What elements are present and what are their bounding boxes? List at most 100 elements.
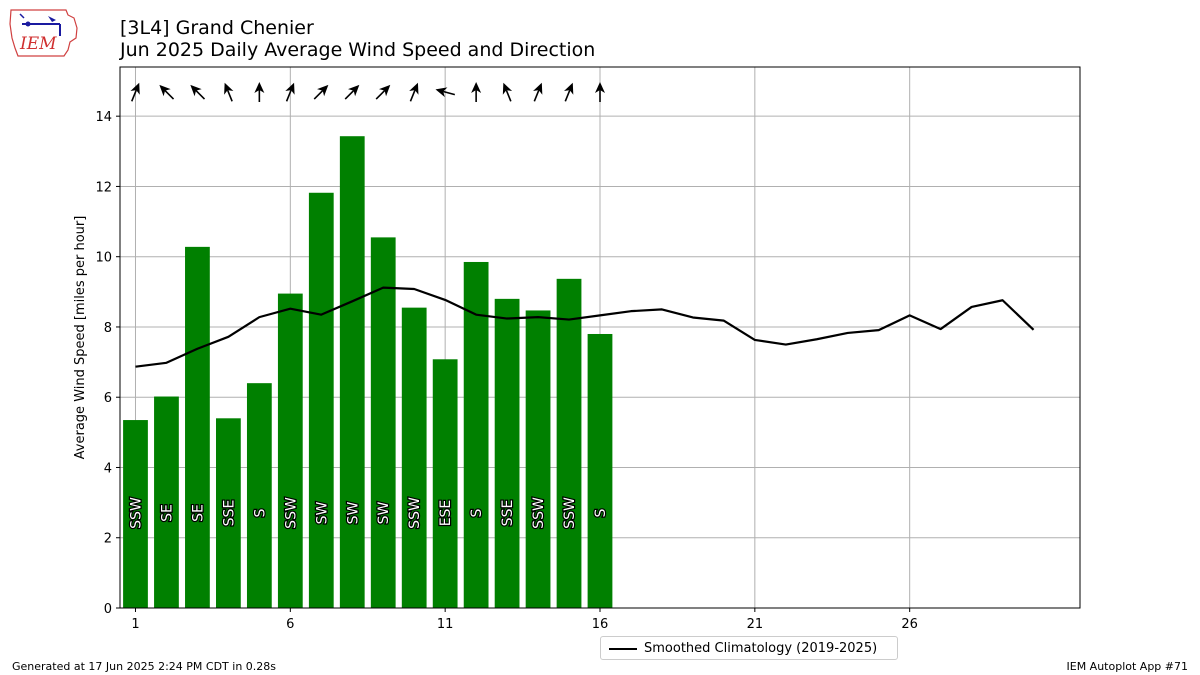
direction-label: S: [469, 508, 485, 517]
wind-bar: [556, 278, 582, 608]
x-tick-label: 21: [747, 617, 764, 632]
direction-label: S: [252, 508, 268, 517]
direction-label: SSW: [407, 497, 423, 529]
wind-bar: [587, 333, 613, 608]
wind-arrow-head: [190, 84, 202, 97]
wind-arrow-shaft: [164, 90, 175, 100]
wind-arrow: [533, 82, 543, 102]
wind-arrow: [190, 84, 206, 100]
wind-bar: [123, 420, 148, 608]
wind-arrow-shaft: [505, 89, 512, 102]
wind-arrow-head: [130, 82, 140, 95]
wind-arrow: [159, 84, 175, 100]
wind-bar: [370, 237, 396, 608]
climatology-line: [135, 286, 1035, 368]
direction-label: SSW: [128, 497, 144, 529]
y-tick-label: 6: [104, 391, 112, 406]
wind-arrow: [595, 82, 605, 102]
direction-label: SSE: [500, 500, 516, 527]
wind-arrow-head: [285, 82, 295, 95]
wind-arrow-head: [224, 82, 234, 95]
wind-arrow: [130, 82, 140, 102]
legend-line-swatch: [609, 648, 637, 650]
y-axis-label: Average Wind Speed [miles per hour]: [73, 216, 88, 460]
y-tick-label: 4: [104, 461, 112, 476]
x-tick-label: 26: [901, 617, 918, 632]
wind-bar: [216, 418, 241, 608]
wind-arrow-head: [317, 84, 329, 97]
direction-label: SE: [190, 504, 206, 522]
bars-layer: [123, 136, 613, 608]
direction-label: SW: [314, 501, 330, 524]
wind-arrow: [564, 82, 574, 102]
direction-label: SE: [159, 504, 175, 522]
wind-arrow: [313, 84, 329, 100]
wind-arrow-shaft: [564, 89, 571, 102]
wind-arrow-head: [409, 82, 419, 95]
direction-label: SSW: [283, 497, 299, 529]
wind-arrow: [285, 82, 295, 102]
wind-arrow-shaft: [285, 89, 292, 102]
iem-logo: IEM: [8, 6, 80, 60]
wind-bar: [308, 192, 334, 608]
wind-arrow: [471, 82, 482, 102]
wind-arrow-head: [254, 82, 265, 93]
wind-bar: [432, 359, 458, 608]
wind-arrow-shaft: [375, 90, 386, 100]
y-tick-label: 10: [95, 251, 112, 266]
direction-label: SSE: [221, 500, 237, 527]
wind-arrow-head: [502, 82, 513, 95]
wind-arrow: [502, 82, 513, 102]
wind-arrow-shaft: [130, 89, 137, 102]
x-tick-label: 16: [592, 617, 609, 632]
wind-arrow-shaft: [195, 90, 206, 100]
direction-label: SW: [345, 501, 361, 524]
wind-arrow-head: [348, 84, 360, 97]
wind-arrow-shaft: [344, 90, 355, 100]
wind-bar: [185, 246, 210, 608]
wind-bar: [494, 298, 520, 608]
wind-arrow-head: [159, 84, 171, 97]
wind-arrow-head: [564, 82, 574, 95]
wind-arrow-shaft: [226, 89, 233, 102]
wind-arrow: [254, 82, 265, 102]
chart-title-line1: [3L4] Grand Chenier: [120, 17, 314, 39]
direction-label: S: [593, 508, 609, 517]
chart-title-line2: Jun 2025 Daily Average Wind Speed and Di…: [120, 39, 596, 61]
y-tick-label: 2: [104, 532, 112, 547]
wind-bar: [339, 136, 365, 608]
wind-arrow-head: [435, 87, 448, 98]
legend: Smoothed Climatology (2019-2025): [600, 636, 898, 660]
direction-label: SW: [376, 501, 392, 524]
y-tick-label: 0: [104, 602, 112, 617]
wind-arrow: [409, 82, 419, 102]
wind-arrow-shaft: [313, 90, 324, 100]
footer-app: IEM Autoplot App #71: [1066, 660, 1189, 673]
wind-arrow: [375, 84, 391, 100]
wind-bar: [277, 293, 303, 608]
wind-bar: [463, 261, 489, 608]
wind-arrow: [344, 84, 360, 100]
wind-arrow-head: [533, 82, 543, 95]
x-tick-label: 6: [286, 617, 294, 632]
wind-bar: [154, 396, 179, 608]
wind-bar: [401, 307, 427, 608]
legend-label: Smoothed Climatology (2019-2025): [644, 641, 878, 656]
wind-arrow-shaft: [443, 90, 456, 96]
direction-label: SSW: [562, 497, 578, 529]
x-tick-label: 1: [131, 617, 139, 632]
wind-arrow: [224, 82, 234, 102]
x-tick-label: 11: [437, 617, 454, 632]
wind-bar: [525, 310, 551, 608]
y-tick-label: 14: [95, 110, 112, 125]
wind-arrow-head: [595, 82, 605, 93]
wind-arrow-head: [378, 84, 391, 97]
wind-arrows-layer: [130, 82, 605, 102]
direction-label: SSW: [531, 497, 547, 529]
y-tick-label: 8: [104, 321, 112, 336]
logo-text: IEM: [19, 34, 57, 54]
wind-arrow-head: [471, 82, 482, 93]
direction-labels-layer: SSW SE SE SSE S SSW SW SW SW SSW ESE S SSE SSW SSW S: [127, 496, 610, 530]
